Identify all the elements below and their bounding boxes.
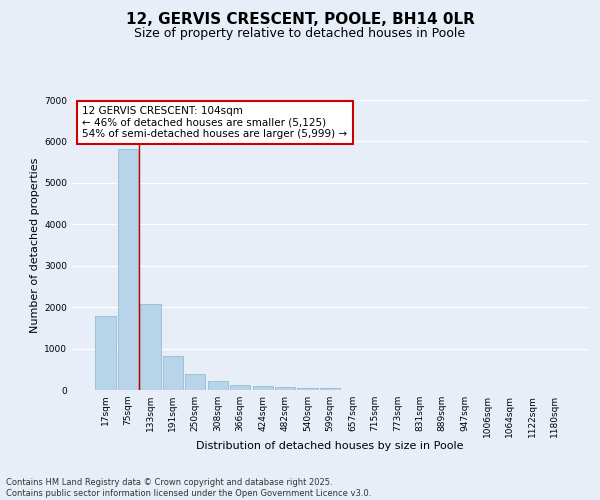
Bar <box>208 381 228 390</box>
Bar <box>253 386 273 390</box>
Y-axis label: Number of detached properties: Number of detached properties <box>30 158 40 332</box>
Bar <box>320 388 340 390</box>
Bar <box>140 304 161 390</box>
Bar <box>298 388 317 390</box>
Text: 12, GERVIS CRESCENT, POOLE, BH14 0LR: 12, GERVIS CRESCENT, POOLE, BH14 0LR <box>125 12 475 28</box>
X-axis label: Distribution of detached houses by size in Poole: Distribution of detached houses by size … <box>196 441 464 451</box>
Bar <box>118 149 138 390</box>
Text: Size of property relative to detached houses in Poole: Size of property relative to detached ho… <box>134 28 466 40</box>
Bar <box>185 374 205 390</box>
Text: 12 GERVIS CRESCENT: 104sqm
← 46% of detached houses are smaller (5,125)
54% of s: 12 GERVIS CRESCENT: 104sqm ← 46% of deta… <box>82 106 347 139</box>
Bar <box>95 316 116 390</box>
Bar <box>230 384 250 390</box>
Text: Contains HM Land Registry data © Crown copyright and database right 2025.
Contai: Contains HM Land Registry data © Crown c… <box>6 478 371 498</box>
Bar <box>275 387 295 390</box>
Bar <box>163 356 183 390</box>
